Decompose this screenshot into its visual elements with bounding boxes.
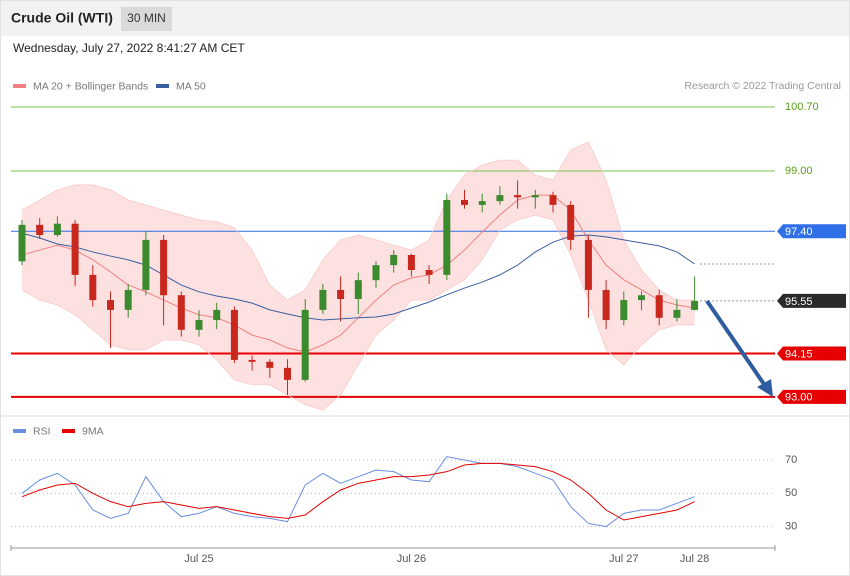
candle-body	[248, 359, 256, 362]
candle-body	[425, 270, 433, 275]
candle-body	[89, 274, 97, 301]
candle-body	[673, 309, 681, 318]
timestamp: Wednesday, July 27, 2022 8:41:27 AM CET	[13, 41, 245, 55]
candle-body	[691, 300, 699, 310]
candle-body	[496, 195, 504, 202]
candle-body	[177, 295, 185, 330]
interval: 30 MIN	[127, 11, 166, 25]
candle-body	[107, 300, 114, 310]
bollinger-lower	[21, 214, 695, 411]
ma-line	[21, 232, 695, 321]
forecast-arrow-head	[757, 379, 773, 397]
level-label: 97.40	[785, 226, 813, 238]
candle-body	[443, 200, 451, 275]
candle-body	[284, 367, 291, 380]
y-tick-label: 70	[785, 454, 797, 466]
candle-body	[567, 204, 575, 240]
level-label: 94.15	[785, 348, 813, 360]
candle-body	[142, 239, 150, 290]
candle-body	[602, 289, 610, 321]
y-tick-label: 50	[785, 487, 797, 499]
candle-body	[461, 200, 468, 205]
x-tick-label: Jul 26	[397, 553, 426, 565]
x-tick-label: Jul 27	[609, 553, 638, 565]
level-label: 95.55	[785, 296, 813, 308]
candle-body	[36, 224, 44, 235]
title: Crude Oil (WTI)	[11, 10, 113, 26]
candle-body	[620, 300, 628, 321]
candle-body	[124, 289, 132, 310]
credit: Research © 2022 Trading Central	[684, 80, 841, 92]
level-tag	[777, 389, 846, 404]
candle-body	[354, 280, 362, 299]
x-tick-label: Jul 25	[184, 553, 213, 565]
bollinger-upper	[21, 141, 695, 301]
candle-body	[319, 289, 327, 310]
candle-body	[531, 195, 539, 198]
candle-body	[584, 239, 592, 290]
legend-label: 9MA	[82, 425, 104, 437]
plot: 100.70 99.00 97.40 95.55 94.15 93.00 MA 20 + B…	[10, 80, 846, 565]
x-tick-label: Jul 28	[680, 553, 709, 565]
forecast-arrow	[705, 299, 770, 392]
legend-swatch	[13, 429, 26, 433]
candle-body	[514, 195, 522, 198]
legend-swatch	[62, 429, 75, 433]
indicator-line	[21, 462, 695, 521]
candle-body	[301, 309, 309, 380]
candle-body	[213, 309, 221, 321]
legend-label: MA 50	[176, 80, 206, 92]
y-tick-label: 30	[785, 521, 797, 533]
candle-body	[549, 195, 557, 205]
level-label: 93.00	[785, 392, 813, 404]
legend-label: RSI	[33, 425, 51, 437]
legend-swatch	[13, 84, 26, 88]
candle-body	[638, 295, 645, 301]
candle-body	[71, 223, 79, 275]
candle-body	[655, 295, 663, 318]
level-label: 100.70	[785, 101, 819, 113]
legend-swatch	[156, 84, 169, 88]
candle-body	[195, 320, 203, 330]
candle-body	[230, 309, 238, 360]
level-tag	[777, 346, 846, 361]
indicator-line	[21, 456, 695, 528]
candle-body	[478, 201, 486, 205]
candle-body	[337, 289, 345, 299]
level-tag	[777, 224, 846, 239]
candle-body	[407, 254, 415, 270]
candle-body	[266, 361, 274, 368]
interval-badge	[121, 7, 172, 31]
candle-body	[160, 239, 168, 296]
candle-body	[18, 224, 26, 262]
legend-label: MA 20 + Bollinger Bands	[33, 80, 148, 92]
candle-body	[53, 223, 61, 235]
level-tag	[777, 293, 846, 308]
candle-body	[390, 254, 398, 266]
candle-body	[372, 265, 380, 281]
level-label: 99.00	[785, 165, 813, 177]
